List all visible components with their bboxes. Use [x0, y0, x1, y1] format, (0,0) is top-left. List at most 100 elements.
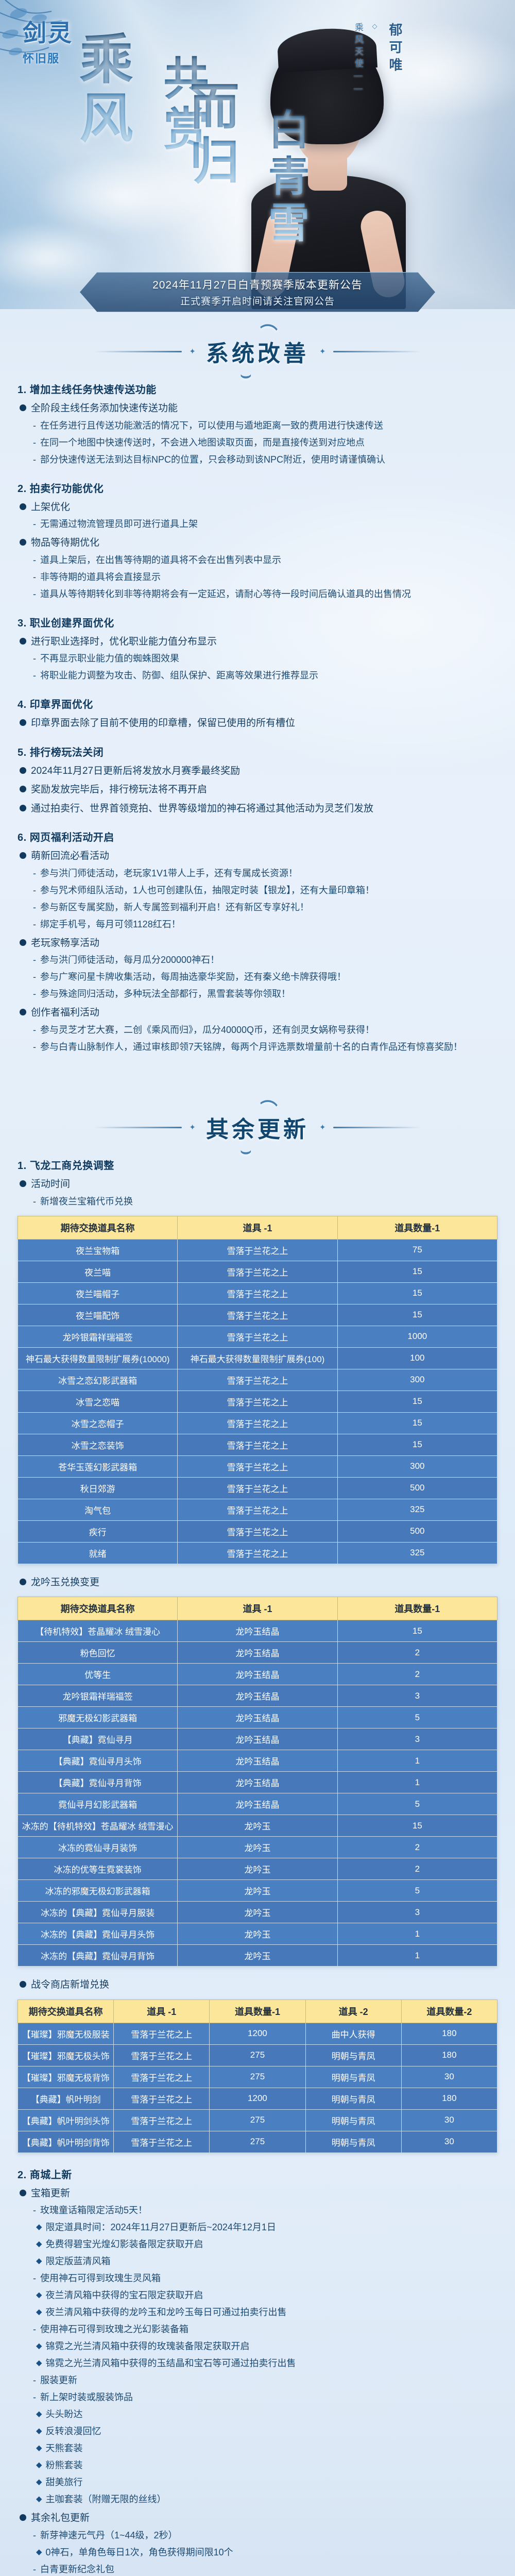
section-heading-system: ✦ 系统改善 ✦	[0, 335, 515, 385]
table-row: 冰冻的【待机特效】苍晶耀冰 绒雪漫心 龙吟玉 15	[17, 1815, 498, 1837]
dash-icon: -	[33, 2273, 36, 2284]
table-cell: 冰冻的霓仙寻月装饰	[17, 1836, 178, 1859]
rule-left	[94, 1126, 182, 1128]
bullet-text: 绑定手机号，每月可领1128红石！	[40, 919, 181, 929]
table-row: 【典藏】帆叶明剑头饰 雪落于兰花之上 275 明朝与青凤 30	[17, 2109, 498, 2131]
bullet-text: 头头盼达	[45, 2409, 83, 2420]
bullet-level-1: 物品等待期优化	[20, 536, 497, 550]
table-cell: 雪落于兰花之上	[177, 1541, 338, 1564]
table-cell: 雪落于兰花之上	[177, 1433, 338, 1456]
table-row: 神石最大获得数量限制扩展券(10000) 神石最大获得数量限制扩展券(100) 10…	[17, 1347, 498, 1369]
bullet-level-1: 奖励发放完毕后，排行榜玩法将不再开启	[20, 783, 497, 797]
shop-updates-list: 宝箱更新 - 玫瑰童话箱限定活动5天！ ◆ 限定道具时间：2024年11月27日更新后~…	[18, 2187, 497, 2576]
dash-icon: -	[33, 2392, 36, 2403]
bullet-text: 白青更新纪念礼包	[40, 2564, 114, 2574]
table-row: 秋日郊游 雪落于兰花之上 500	[17, 1477, 498, 1499]
logo-sub-text: 怀旧服	[23, 52, 60, 65]
dash-icon: -	[33, 2205, 36, 2216]
bullet-text: 参与新区专属奖励，新人专属签到福利开启！还有新区专享好礼！	[40, 902, 309, 912]
dash-icon: -	[33, 653, 36, 664]
system-group: 3. 职业创建界面优化 进行职业选择时，优化职业能力值分布显示 - 不再显示职业能力值…	[18, 615, 497, 683]
bullet-level-3: ◆ 天熊套装	[36, 2442, 497, 2455]
diamond-bullet-icon: ◆	[36, 2495, 42, 2504]
table-cell: 100	[337, 1347, 498, 1369]
table-cell: 2	[337, 1641, 498, 1664]
table-cell: 3	[337, 1901, 498, 1924]
bullet-level-2: - 白青更新纪念礼包	[33, 2563, 497, 2576]
table-row: 夜兰喵帽子 雪落于兰花之上 15	[17, 1282, 498, 1304]
bullet-new-chest-exchange: - 新增夜兰宝箱代币兑换	[33, 1195, 497, 1209]
bullet-level-3: ◆ 夜兰清风箱中获得的宝石限定获取开启	[36, 2289, 497, 2302]
exchange-table: 期待交换道具名称 道具 -1 道具数量-1 道具 -2 道具数量-2 【璀璨】邪魔无极服装…	[17, 1999, 498, 2153]
table-cell: 疾行	[17, 1520, 178, 1543]
table-row: 冰雪之恋幻影武器箱 雪落于兰花之上 300	[17, 1368, 498, 1391]
table-cell: 1200	[209, 2087, 306, 2110]
game-logo: 剑灵 怀旧服	[23, 14, 126, 66]
bullet-text: 夜兰清风箱中获得的龙吟玉和龙吟玉每日可通过拍卖行出售	[45, 2307, 287, 2318]
artist-credit: 乘风天使—— ◇ 郁可唯	[352, 23, 466, 96]
diamond-bullet-icon: ◆	[36, 2478, 42, 2487]
table-cell: 雪落于兰花之上	[113, 2087, 210, 2110]
table-cell: 邪魔无极幻影武器箱	[17, 1706, 178, 1729]
bullet-text: 参与灵芝才艺大赛，二创《乘风而归》，瓜分40000Q币，还有剑灵女娲称号获得！	[40, 1025, 375, 1036]
table-cell: 1	[337, 1771, 498, 1794]
bullet-text: 物品等待期优化	[31, 537, 100, 549]
table-cell: 275	[209, 2109, 306, 2131]
hero-title-col-4: 白青雪	[255, 108, 315, 247]
diamond-bullet-icon: ◆	[36, 2427, 42, 2436]
bullet-level-3: ◆ 头头盼达	[36, 2408, 497, 2421]
table-row: 夜兰喵 雪落于兰花之上 15	[17, 1260, 498, 1283]
table-cell: 2	[337, 1663, 498, 1686]
bullet-level-2: - 在同一个地图中快速传送时，不会进入地图读取页面，而是直接传送到对应地点	[33, 436, 497, 450]
bullet-dot-icon	[20, 637, 26, 645]
dash-icon: -	[33, 670, 36, 681]
bullet-level-1: 萌新回流必看活动	[20, 849, 497, 863]
table-cell: 275	[209, 2044, 306, 2066]
sparkle-icon: ✦	[189, 347, 196, 356]
table-cell: 5	[337, 1793, 498, 1816]
bullet-level-2: - 无需通过物流管理员即可进行道具上架	[33, 517, 497, 531]
bullet-text: 在同一个地图中快速传送时，不会进入地图读取页面，而是直接传送到对应地点	[40, 437, 365, 448]
table-cell: 雪落于兰花之上	[113, 2065, 210, 2088]
bullet-text: 锦霓之光兰清风箱中获得的玫瑰装备限定获取开启	[45, 2341, 250, 2352]
bullet-text: 免费得碧宝光煌幻影装备限定获取开启	[45, 2239, 203, 2250]
bullet-level-3: ◆ 免费得碧宝光煌幻影装备限定获取开启	[36, 2238, 497, 2251]
bullet-level-2: - 参与殊途同归活动，多种玩法全部都行，黑雪套装等你领取！	[33, 987, 497, 1001]
table-cell: 500	[337, 1520, 498, 1543]
table-cell: 龙吟玉结晶	[177, 1685, 338, 1707]
group-heading: 3. 职业创建界面优化	[18, 617, 114, 629]
table-cell: 龙吟玉结晶	[177, 1771, 338, 1794]
bullet-level-3: ◆ 限定道具时间：2024年11月27日更新后~2024年12月1日	[36, 2221, 497, 2234]
bullet-text: 在任务进行且传送功能激活的情况下，可以使用与遁地距离一致的费用进行快速传送	[40, 420, 383, 431]
diamond-bullet-icon: ◆	[36, 2547, 42, 2556]
bullet-text: 主咖套装（附赠无限的丝线）	[45, 2494, 166, 2505]
sparkle-icon: ✦	[319, 347, 326, 356]
sparkle-icon: ✦	[319, 1123, 326, 1132]
table-row: 淘气包 雪落于兰花之上 325	[17, 1498, 498, 1521]
table-cell: 雪落于兰花之上	[113, 2109, 210, 2131]
bullet-text: 玫瑰童话箱限定活动5天！	[40, 2205, 148, 2216]
bullet-text: 无需通过物流管理员即可进行道具上架	[40, 519, 198, 530]
bullet-dot-icon	[20, 404, 26, 411]
bullet-level-2: - 道具上架后，在出售等待期的道具将不会在出售列表中显示	[33, 553, 497, 567]
bullet-text: 粉熊套装	[45, 2460, 83, 2471]
table-cell: 雪落于兰花之上	[177, 1520, 338, 1543]
table-cell: 龙吟玉	[177, 1923, 338, 1945]
bullet-dot-icon	[20, 1180, 26, 1188]
diamond-icon: ◇	[371, 23, 379, 33]
table-cell: 雪落于兰花之上	[177, 1412, 338, 1434]
table-cell: 雪落于兰花之上	[177, 1303, 338, 1326]
table-row: 冰雪之恋喵 雪落于兰花之上 15	[17, 1390, 498, 1413]
table-cell: 30	[401, 2109, 498, 2131]
table-header-cell: 道具 -1	[177, 1215, 338, 1240]
dash-icon: -	[33, 868, 36, 878]
table-cell: 300	[337, 1455, 498, 1478]
bullet-level-2: - 玫瑰童话箱限定活动5天！	[33, 2204, 497, 2217]
other-updates-content: 1. 飞龙工商兑换调整 活动时间 - 新增夜兰宝箱代币兑换 期待交换道具名称 道具…	[0, 1157, 515, 2576]
bullet-level-2: - 参与洪门师徒活动，老玩家1V1带人上手，还有专属成长资源！	[33, 867, 497, 880]
table-header-cell: 道具 -1	[177, 1597, 338, 1621]
table-cell: 15	[337, 1282, 498, 1304]
table-row: 冰雪之恋装饰 雪落于兰花之上 15	[17, 1433, 498, 1456]
hero-banner: 剑灵 怀旧服 乘风 共赏 而归 白青雪 乘风天使—— ◇ 郁可唯	[0, 0, 515, 309]
